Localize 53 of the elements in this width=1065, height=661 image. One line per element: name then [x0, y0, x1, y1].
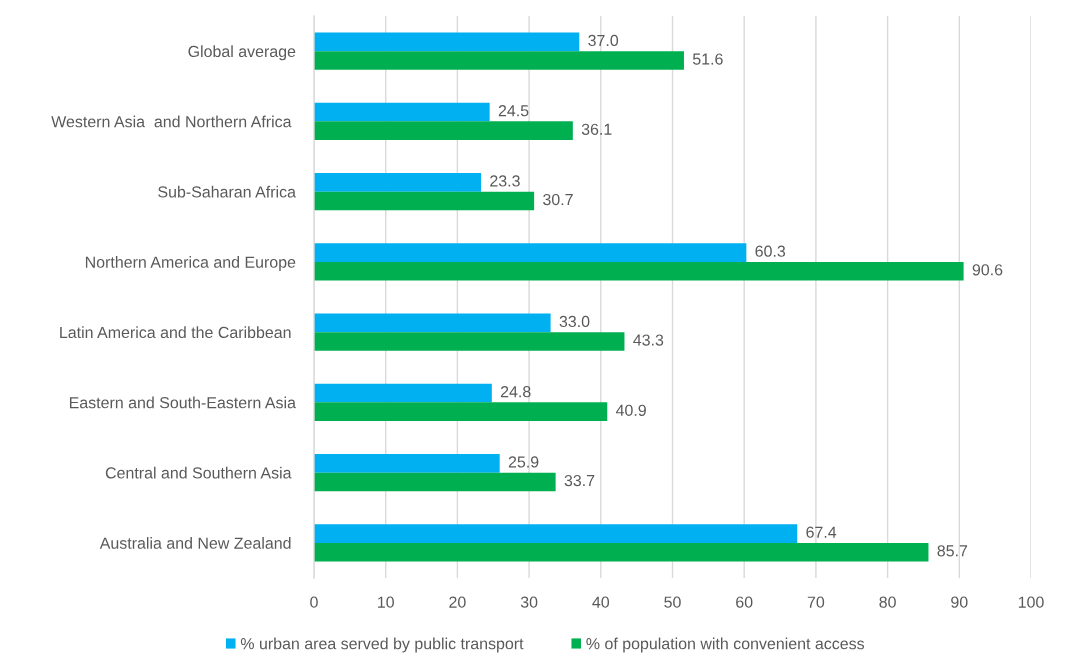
y-tick-label: Western Asia and Northern Africa [51, 115, 292, 128]
bar [314, 332, 625, 351]
bar [314, 121, 573, 140]
x-tick-label: 30 [520, 596, 538, 608]
y-tick-label: Eastern and South-Eastern Asia [69, 396, 296, 409]
y-tick-label: Northern America and Europe [85, 256, 296, 271]
bar [314, 454, 500, 473]
y-tick-label: Central and Southern Asia [105, 466, 292, 479]
data-label: 36.1 [581, 123, 612, 135]
x-tick-label: 100 [1018, 596, 1044, 608]
data-label: 33.7 [564, 474, 595, 487]
bar [314, 542, 929, 562]
bar [314, 402, 608, 421]
bar [314, 261, 964, 281]
y-tick-label: Sub-Saharan Africa [158, 185, 296, 198]
bar [314, 472, 556, 492]
data-label: 23.3 [490, 175, 520, 187]
bar [314, 191, 535, 211]
data-label: 51.6 [692, 53, 723, 65]
data-label: 25.9 [508, 456, 539, 468]
bar [314, 524, 798, 543]
y-tick-label: Latin America and the Caribbean [60, 326, 291, 339]
x-tick-label: 0 [310, 596, 318, 608]
x-tick-label: 40 [592, 596, 610, 608]
bar [314, 32, 580, 52]
bar [314, 102, 490, 122]
x-tick-label: 10 [378, 596, 394, 608]
bar [314, 383, 492, 403]
data-label: 24.8 [500, 386, 531, 398]
data-label: 30.7 [543, 193, 573, 206]
y-tick-label: Global average [188, 45, 296, 61]
data-label: 24.5 [498, 105, 529, 117]
data-label: 40.9 [615, 404, 646, 416]
data-label: 85.7 [937, 545, 968, 557]
data-label: 67.4 [806, 526, 837, 538]
bar [314, 313, 551, 333]
bar [314, 51, 684, 70]
legend-label: % of population with convenient access [586, 637, 865, 653]
data-label: 90.6 [972, 264, 1003, 276]
x-tick-label: 80 [879, 596, 896, 608]
bar [314, 173, 482, 192]
x-tick-label: 70 [807, 596, 825, 608]
legend-label: % urban area served by public transport [240, 637, 524, 653]
x-tick-label: 20 [449, 596, 466, 608]
data-label: 33.0 [559, 315, 590, 328]
data-label: 60.3 [755, 245, 786, 257]
y-tick-label: Australia and New Zealand [99, 537, 291, 549]
data-label: 43.3 [633, 334, 664, 346]
x-tick-label: 90 [951, 596, 968, 608]
x-tick-label: 50 [664, 596, 681, 608]
x-tick-label: 60 [736, 596, 753, 608]
data-label: 37.0 [588, 34, 619, 47]
bar [314, 243, 747, 262]
